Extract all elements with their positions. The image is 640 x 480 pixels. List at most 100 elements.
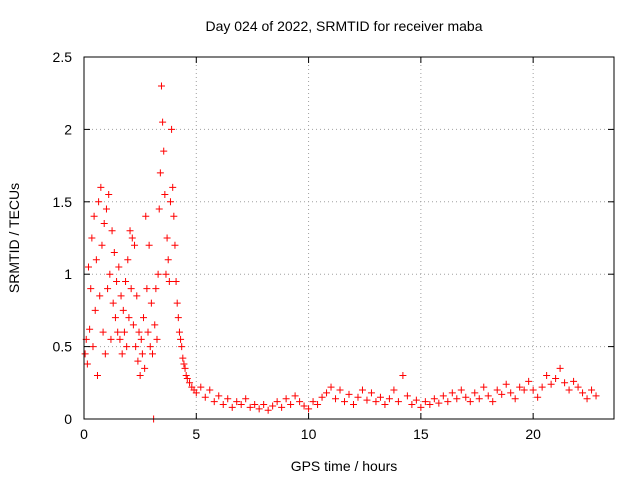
data-point	[300, 402, 308, 410]
y-tick-label: 2.5	[53, 49, 73, 65]
data-point	[95, 198, 103, 206]
data-point	[327, 383, 335, 391]
data-point	[133, 292, 141, 300]
data-point	[119, 306, 127, 314]
data-point	[462, 393, 470, 401]
data-point	[201, 393, 209, 401]
data-point	[197, 383, 205, 391]
data-point	[148, 350, 156, 358]
data-point	[381, 401, 389, 409]
data-point	[305, 405, 313, 413]
data-point	[114, 328, 122, 336]
y-tick-label: 1	[64, 266, 72, 282]
data-point	[91, 306, 99, 314]
data-point	[170, 212, 178, 220]
chart-title: Day 024 of 2022, SRMTID for receiver mab…	[205, 18, 482, 34]
data-point	[106, 270, 114, 278]
x-tick-label: 20	[525, 426, 541, 442]
x-tick-label: 0	[80, 426, 88, 442]
data-point	[181, 364, 189, 372]
data-point	[309, 398, 317, 406]
data-point	[502, 380, 510, 388]
data-point	[538, 383, 546, 391]
data-point	[160, 147, 168, 155]
x-tick-label: 10	[301, 426, 317, 442]
data-point	[173, 299, 181, 307]
data-point	[81, 350, 89, 358]
data-point	[408, 401, 416, 409]
data-point	[105, 191, 113, 199]
data-point	[129, 321, 137, 329]
data-point	[135, 328, 143, 336]
data-point	[314, 401, 322, 409]
x-tick-label: 5	[192, 426, 200, 442]
data-point	[153, 335, 161, 343]
data-point	[349, 401, 357, 409]
y-tick-label: 0.5	[53, 339, 73, 355]
data-point	[89, 343, 97, 351]
x-tick-label: 15	[413, 426, 429, 442]
data-point	[296, 398, 304, 406]
data-point	[421, 398, 429, 406]
data-point	[426, 401, 434, 409]
data-point	[511, 395, 519, 403]
data-point	[543, 372, 551, 380]
data-point	[113, 277, 121, 285]
data-point	[155, 205, 163, 213]
data-point	[174, 314, 182, 322]
data-point	[287, 401, 295, 409]
data-point	[493, 386, 501, 394]
data-point	[210, 398, 218, 406]
data-point	[516, 383, 524, 391]
data-point	[341, 398, 349, 406]
data-point	[122, 277, 130, 285]
data-point	[111, 314, 119, 322]
data-point	[169, 183, 177, 191]
y-tick-label: 2	[64, 121, 72, 137]
data-point	[157, 82, 165, 90]
data-point	[126, 227, 134, 235]
data-point	[471, 389, 479, 397]
data-point	[246, 403, 254, 411]
data-point	[102, 205, 110, 213]
data-point	[124, 256, 132, 264]
data-point	[215, 392, 223, 400]
data-point	[161, 191, 169, 199]
data-point	[372, 398, 380, 406]
x-axis-label: GPS time / hours	[291, 458, 398, 474]
data-point	[132, 343, 140, 351]
y-tick-label: 0	[64, 411, 72, 427]
data-point	[182, 372, 190, 380]
data-point	[162, 270, 170, 278]
data-point	[88, 234, 96, 242]
data-point	[291, 392, 299, 400]
data-point	[156, 169, 164, 177]
data-point	[525, 377, 533, 385]
data-point	[385, 395, 393, 403]
data-point	[100, 220, 108, 228]
data-point	[358, 386, 366, 394]
data-point	[127, 285, 135, 293]
data-point	[108, 227, 116, 235]
data-point	[183, 374, 191, 382]
data-point	[480, 383, 488, 391]
data-point	[376, 393, 384, 401]
data-point	[278, 403, 286, 411]
data-point	[96, 292, 104, 300]
data-point	[323, 389, 331, 397]
data-point	[251, 401, 259, 409]
data-point	[237, 401, 245, 409]
data-point	[172, 277, 180, 285]
data-point	[561, 379, 569, 387]
data-point	[367, 389, 375, 397]
data-point	[146, 343, 154, 351]
tick-labels: 0 5 10 15 20 0 0.5 1 1.5 2 2.5	[53, 49, 542, 442]
data-point	[144, 328, 152, 336]
data-point	[159, 118, 167, 126]
data-point	[269, 402, 277, 410]
data-point	[345, 390, 353, 398]
data-point	[570, 377, 578, 385]
data-point	[529, 386, 537, 394]
data-point	[178, 343, 186, 351]
data-point	[507, 389, 515, 397]
